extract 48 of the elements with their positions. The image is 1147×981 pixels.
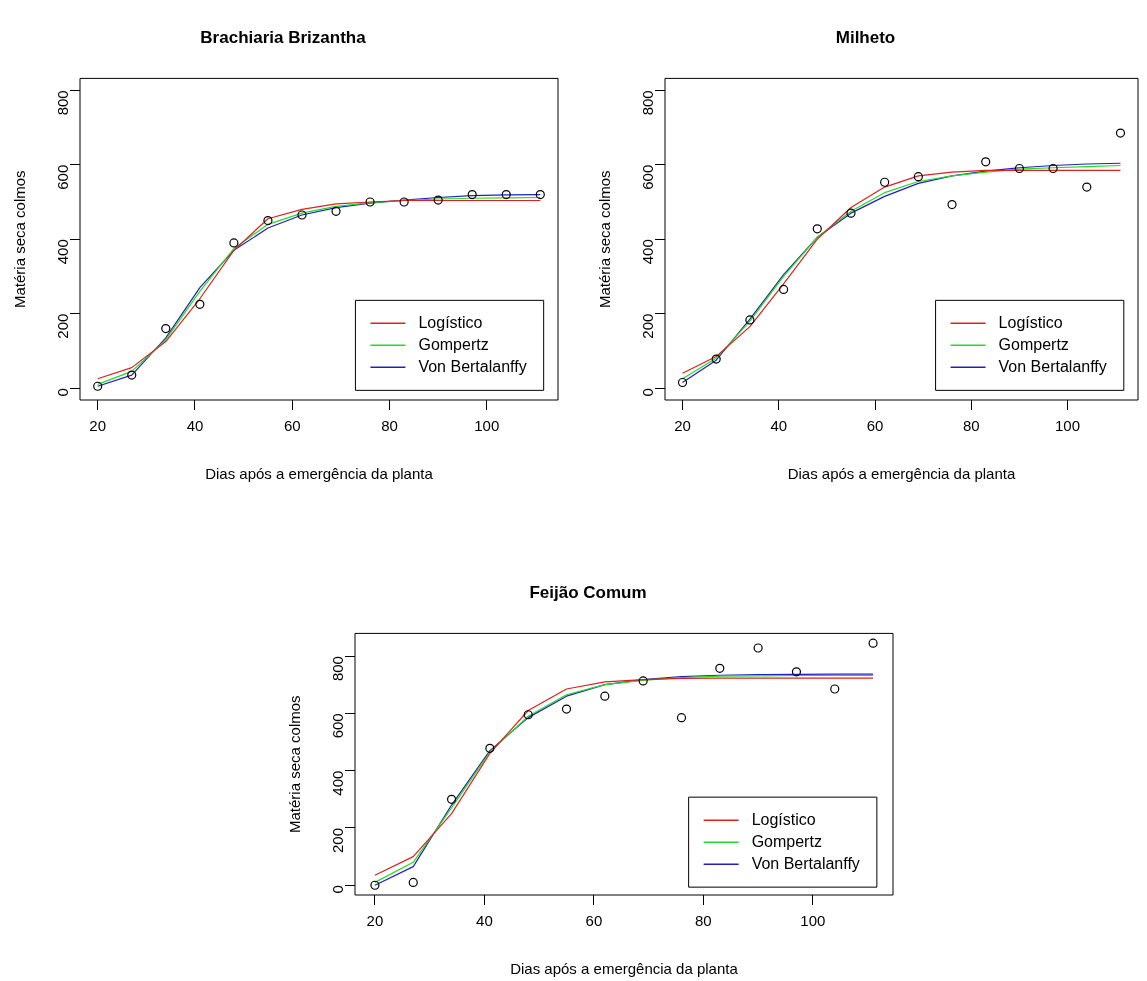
legend-label: Von Bertalanffy	[998, 357, 1107, 375]
y-tick-label: 400	[329, 770, 347, 796]
x-tick-label: 100	[1055, 417, 1081, 435]
x-tick-label: 40	[770, 417, 788, 435]
y-tick-label: 0	[329, 885, 347, 894]
y-tick-label: 800	[329, 656, 347, 682]
y-tick-label: 200	[639, 313, 657, 339]
x-tick-label: 60	[866, 417, 884, 435]
x-tick-label: 60	[283, 417, 301, 435]
y-tick-label: 600	[54, 164, 72, 190]
y-axis-title: Matéria seca colmos	[596, 170, 614, 308]
y-tick-label: 200	[329, 827, 347, 853]
y-tick-label: 600	[639, 164, 657, 190]
legend-label: Gompertz	[418, 335, 489, 353]
chart-title: Feijão Comum	[529, 582, 647, 602]
legend-label: Logístico	[751, 810, 816, 828]
y-axis-title: Matéria seca colmos	[11, 170, 29, 308]
chart-title: Brachiaria Brizantha	[200, 27, 367, 47]
x-tick-label: 80	[695, 912, 712, 930]
legend-label: Logístico	[418, 313, 483, 331]
y-tick-label: 0	[54, 388, 72, 397]
y-tick-label: 800	[54, 90, 72, 116]
y-tick-label: 0	[639, 388, 657, 397]
x-tick-label: 20	[89, 417, 107, 435]
y-tick-label: 600	[329, 713, 347, 739]
legend-label: Gompertz	[998, 335, 1069, 353]
legend-label: Gompertz	[751, 832, 822, 850]
x-tick-label: 20	[674, 417, 691, 435]
x-tick-label: 100	[800, 912, 826, 930]
x-axis-title: Dias após a emergência da planta	[205, 465, 434, 483]
legend-label: Von Bertalanffy	[418, 357, 527, 375]
y-tick-label: 400	[54, 239, 72, 265]
x-tick-label: 100	[474, 417, 500, 435]
x-axis-title: Dias após a emergência da planta	[510, 960, 739, 978]
y-axis-title: Matéria seca colmos	[286, 695, 304, 833]
x-tick-label: 80	[962, 417, 980, 435]
y-tick-label: 200	[54, 313, 72, 339]
chart-title: Milheto	[835, 27, 896, 47]
x-axis-title: Dias após a emergência da planta	[787, 465, 1016, 483]
x-tick-label: 60	[585, 912, 603, 930]
x-tick-label: 20	[366, 912, 384, 930]
y-tick-label: 800	[639, 90, 657, 116]
y-tick-label: 400	[639, 239, 657, 265]
x-tick-label: 40	[186, 417, 204, 435]
legend-label: Logístico	[998, 313, 1063, 331]
x-tick-label: 80	[381, 417, 398, 435]
legend-label: Von Bertalanffy	[751, 854, 860, 872]
x-tick-label: 40	[476, 912, 493, 930]
